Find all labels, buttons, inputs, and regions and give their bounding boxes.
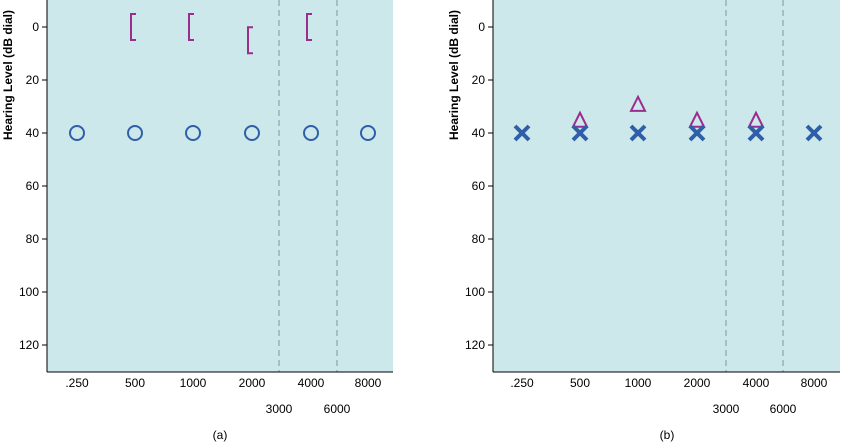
y-tick-label: 80: [472, 232, 486, 246]
bracket-marker: [188, 13, 194, 41]
y-tick-label: 60: [26, 179, 40, 193]
y-tick-label: 120: [465, 338, 485, 352]
chart-panel-2: 0 20 40 60 80 100 120 .250 500 1000 2000 4000 8000 30…: [447, 0, 840, 442]
chart-panel-1: 0 20 40 60 80 100 120 .250 500 1000 2000 4000 8000 30…: [1, 0, 393, 442]
bracket-marker: [247, 26, 253, 55]
x-marker: [747, 124, 765, 142]
x-tick-label: 2000: [684, 376, 711, 390]
circle-marker: [303, 125, 319, 141]
x-mid-tick-label: 6000: [770, 402, 797, 416]
x-tick-label: 2000: [239, 376, 266, 390]
x-tick-label: 1000: [180, 376, 207, 390]
panel-label: (a): [213, 428, 228, 442]
circle-marker: [360, 125, 376, 141]
plot-area: [47, 0, 393, 372]
triangle-marker: [571, 110, 589, 128]
circle-marker: [69, 125, 85, 141]
y-tick-label: 100: [19, 285, 39, 299]
bracket-marker: [306, 13, 312, 41]
x-tick-label: 8000: [801, 376, 828, 390]
circle-marker: [244, 125, 260, 141]
x-marker: [513, 124, 531, 142]
x-tick-label: 1000: [625, 376, 652, 390]
triangle-marker: [629, 94, 647, 112]
x-tick-label: .250: [65, 376, 89, 390]
plot-area: [493, 0, 840, 372]
y-axis-label: Hearing Level (dB dial): [1, 10, 15, 140]
x-marker: [571, 124, 589, 142]
y-tick-label: 40: [472, 126, 486, 140]
x-mid-tick-label: 6000: [324, 402, 351, 416]
triangle-marker: [747, 110, 765, 128]
y-tick-label: 60: [472, 179, 486, 193]
x-tick-label: 4000: [743, 376, 770, 390]
x-tick-label: 8000: [355, 376, 382, 390]
panel-label: (b): [660, 428, 675, 442]
y-tick-label: 80: [26, 232, 40, 246]
y-tick-label: 0: [32, 20, 39, 34]
circle-marker: [185, 125, 201, 141]
x-tick-label: 500: [125, 376, 145, 390]
x-marker: [629, 124, 647, 142]
y-tick-label: 100: [465, 285, 485, 299]
x-tick-label: .250: [510, 376, 534, 390]
y-tick-label: 20: [472, 73, 486, 87]
bracket-marker: [130, 13, 136, 41]
circle-marker: [127, 125, 143, 141]
x-marker: [805, 124, 823, 142]
x-mid-tick-label: 3000: [713, 402, 740, 416]
y-tick-label: 0: [478, 20, 485, 34]
x-marker: [688, 124, 706, 142]
x-tick-label: 4000: [298, 376, 325, 390]
y-tick-label: 40: [26, 126, 40, 140]
x-tick-label: 500: [570, 376, 590, 390]
y-tick-label: 20: [26, 73, 40, 87]
x-mid-tick-label: 3000: [266, 402, 293, 416]
y-axis-label: Hearing Level (dB dial): [447, 10, 461, 140]
triangle-marker: [688, 110, 706, 128]
y-tick-label: 120: [19, 338, 39, 352]
